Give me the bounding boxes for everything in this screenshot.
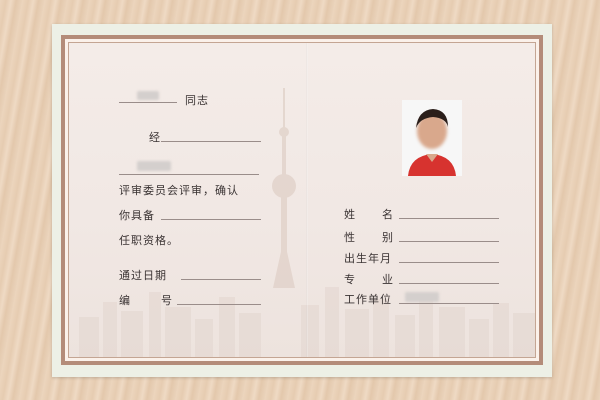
- portrait-image: [402, 100, 462, 176]
- workplace-field-line: [399, 303, 499, 304]
- name-underline: [119, 102, 177, 103]
- number-label-2: 号: [161, 295, 173, 307]
- certificate-border: 同志 经 评审委员会评审，确认 你具备 任职资格。 通过日期 编 号: [61, 35, 543, 365]
- title-underline: [161, 219, 261, 220]
- skyline-watermark: [79, 287, 535, 357]
- date-underline: [181, 279, 261, 280]
- redacted-name: [137, 91, 159, 100]
- you-have-text: 你具备: [119, 210, 155, 222]
- name-field-line: [399, 218, 499, 219]
- name-label-1: 姓: [344, 209, 356, 221]
- birth-field-line: [399, 262, 499, 263]
- major-field-line: [399, 283, 499, 284]
- major-label-1: 专: [344, 274, 356, 286]
- via-underline: [161, 141, 261, 142]
- comrade-text: 同志: [185, 95, 209, 107]
- workplace-label: 工作单位: [344, 294, 392, 306]
- gender-label-2: 别: [382, 232, 394, 244]
- redacted-committee: [137, 161, 171, 171]
- redacted-workplace: [405, 292, 439, 302]
- birth-label: 出生年月: [344, 253, 392, 265]
- via-text: 经: [149, 132, 161, 144]
- name-label-2: 名: [382, 209, 394, 221]
- qualification-text: 任职资格。: [119, 235, 179, 247]
- center-fold: [306, 43, 308, 357]
- number-underline: [177, 304, 261, 305]
- gender-label-1: 性: [344, 232, 356, 244]
- pearl-tower-watermark: [272, 88, 296, 288]
- committee-underline: [119, 174, 259, 175]
- date-label: 通过日期: [119, 270, 167, 282]
- gender-field-line: [399, 241, 499, 242]
- review-text: 评审委员会评审，确认: [119, 185, 239, 197]
- portrait-photo: [402, 100, 462, 176]
- major-label-2: 业: [382, 274, 394, 286]
- certificate-card: 同志 经 评审委员会评审，确认 你具备 任职资格。 通过日期 编 号: [52, 24, 552, 377]
- number-label-1: 编: [119, 295, 131, 307]
- certificate-paper: 同志 经 评审委员会评审，确认 你具备 任职资格。 通过日期 编 号: [68, 42, 536, 358]
